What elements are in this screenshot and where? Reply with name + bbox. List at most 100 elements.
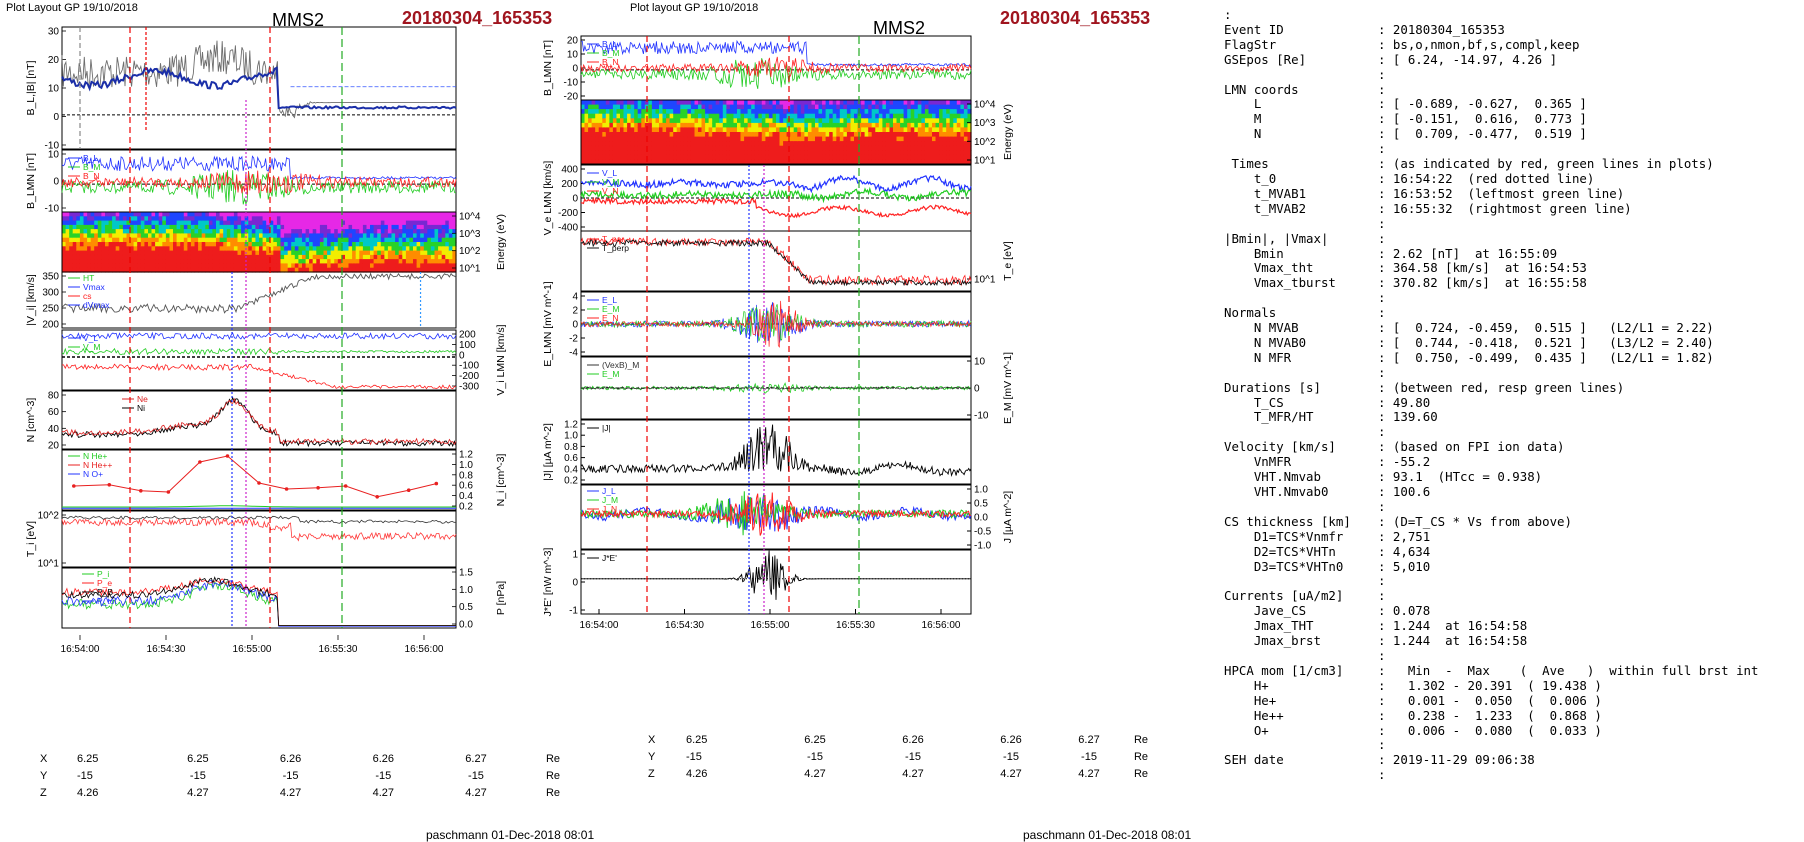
- spectrogram-cell: [850, 118, 855, 124]
- spectrogram-cell: [822, 136, 827, 142]
- spectrogram-cell: [269, 216, 274, 222]
- spectrogram-cell: [83, 267, 88, 273]
- spectrogram-cell: [581, 127, 586, 133]
- spectrogram-cell: [280, 242, 285, 247]
- spectrogram-cell: [768, 154, 773, 161]
- spectrogram-cell: [148, 263, 153, 269]
- spectrogram-cell: [122, 224, 128, 230]
- spectrogram-cell: [269, 229, 274, 234]
- spectrogram-cell: [776, 145, 781, 151]
- spectrogram-cell: [967, 113, 972, 119]
- y-tick-label: -4: [569, 348, 578, 359]
- spectrogram-cell: [861, 122, 866, 129]
- spectrogram-cell: [316, 237, 321, 243]
- spectrogram-cell: [893, 122, 898, 129]
- spectrogram-cell: [377, 229, 382, 234]
- spectrogram-cell: [790, 113, 795, 119]
- spectrogram-cell: [878, 150, 883, 156]
- spectrogram-cell: [676, 159, 681, 165]
- spectrogram-cell: [452, 246, 457, 252]
- spectrogram-cell: [438, 267, 443, 273]
- spectrogram-cell: [133, 224, 138, 230]
- spectrogram-cell: [754, 150, 759, 156]
- spectrogram-cell: [605, 150, 610, 156]
- spectrogram-cell: [112, 250, 117, 256]
- spectrogram-cell: [316, 229, 321, 234]
- spectrogram-cell: [797, 100, 802, 106]
- spectrogram-cell: [804, 136, 809, 142]
- spectrogram-cell: [708, 145, 713, 151]
- he-plus-plus-point: [434, 481, 439, 486]
- spectrogram-cell: [690, 154, 695, 161]
- spectrogram-cell: [857, 127, 862, 133]
- info-value: :: [1378, 141, 1386, 157]
- spectrogram-cell: [843, 113, 848, 119]
- spectrogram-cell: [694, 100, 699, 106]
- legend-entry: cs: [83, 291, 92, 301]
- spectrogram-cell: [72, 267, 77, 273]
- spectrogram-cell: [137, 220, 142, 226]
- spectrogram-cell: [818, 136, 823, 142]
- spectrogram-cell: [701, 113, 706, 119]
- spectrogram-cell: [413, 259, 418, 264]
- spectrogram-cell: [144, 220, 149, 226]
- spectrogram-cell: [423, 224, 428, 230]
- y-tick-label: 0.0: [459, 620, 473, 631]
- spectrogram-cell: [269, 254, 274, 260]
- spectrogram-cell: [740, 122, 745, 129]
- spectrogram-cell: [126, 246, 131, 252]
- spectrogram-cell: [917, 145, 922, 151]
- y-tick-label: 0.5: [974, 499, 988, 510]
- y-tick-label: 10^1: [974, 156, 996, 167]
- spectrogram-cell: [676, 136, 681, 142]
- left-panel-spec: 10^410^310^210^1 Energy (eV): [61, 211, 507, 275]
- spectrogram-cell: [183, 246, 188, 252]
- spectrogram-cell: [62, 259, 67, 264]
- spectrogram-cell: [598, 118, 603, 124]
- spectrogram-cell: [623, 150, 628, 156]
- spectrogram-cell: [233, 224, 239, 230]
- spectrogram-cell: [698, 109, 703, 115]
- spectrogram-cell: [370, 263, 375, 269]
- spectrogram-cell: [341, 263, 346, 269]
- spectrogram-cell: [241, 242, 246, 247]
- spectrogram-cell: [248, 254, 253, 260]
- spectrogram-cell: [932, 104, 937, 110]
- spectrogram-cell: [637, 113, 642, 119]
- spectrogram-cell: [747, 100, 752, 106]
- spectrogram-cell: [445, 237, 450, 243]
- spectrogram-cell: [776, 141, 781, 147]
- spectrogram-cell: [352, 233, 357, 239]
- spectrogram-cell: [612, 113, 617, 119]
- spectrogram-cell: [169, 220, 174, 226]
- spectrogram-cell: [758, 127, 763, 133]
- spectrogram-cell: [133, 263, 138, 269]
- spectrogram-cell: [914, 104, 919, 110]
- spectrogram-cell: [280, 267, 285, 273]
- spectrogram-cell: [402, 242, 407, 247]
- y-tick-label: -400: [558, 223, 578, 234]
- spectrogram-cell: [79, 254, 85, 260]
- info-row: Vmax_tht: 364.58 [km/s] at 16:54:53: [1224, 261, 1799, 276]
- spectrogram-cell: [949, 109, 954, 115]
- spectrogram-cell: [330, 220, 335, 226]
- spectrogram-cell: [273, 224, 278, 230]
- spectrogram-cell: [634, 109, 639, 115]
- spectrogram-cell: [105, 233, 110, 239]
- spectrogram-cell: [148, 242, 153, 247]
- spectrogram-cell: [917, 159, 922, 165]
- spectrogram-cell: [251, 229, 256, 234]
- spectrogram-cell: [878, 127, 883, 133]
- spectrogram-cell: [804, 150, 809, 156]
- spectrogram-cell: [208, 233, 214, 239]
- spectrogram-cell: [967, 104, 972, 110]
- info-value: :: [1378, 647, 1386, 663]
- spectrogram-cell: [815, 109, 820, 115]
- spectrogram-cell: [273, 242, 278, 247]
- spectrogram-cell: [861, 141, 866, 147]
- spectrogram-cell: [97, 237, 102, 243]
- spectrogram-cell: [641, 113, 646, 119]
- spectrogram-cell: [903, 141, 908, 147]
- spectrogram-cell: [298, 216, 303, 222]
- spectrogram-cell: [309, 212, 314, 217]
